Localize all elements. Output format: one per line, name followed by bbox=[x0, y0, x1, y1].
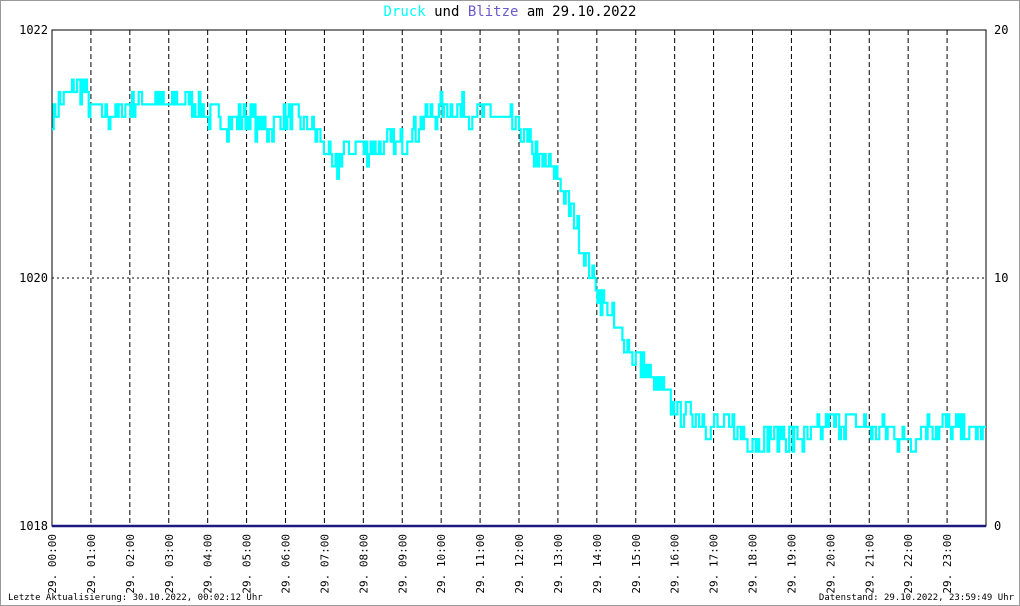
x-tick-label: 29. 15:00 bbox=[630, 534, 643, 594]
x-tick-label: 29. 13:00 bbox=[552, 534, 565, 594]
x-tick-label: 29. 02:00 bbox=[124, 534, 137, 594]
title-date: am 29.10.2022 bbox=[526, 4, 637, 20]
chart-title: Druck und Blitze am 29.10.2022 bbox=[0, 4, 1020, 20]
y-left-tick-label: 1020 bbox=[19, 271, 48, 285]
y-right-tick-label: 0 bbox=[994, 519, 1001, 533]
x-tick-label: 29. 21:00 bbox=[863, 534, 876, 594]
y-right-tick-label: 20 bbox=[994, 23, 1008, 37]
x-tick-label: 29. 19:00 bbox=[785, 534, 798, 594]
x-tick-label: 29. 01:00 bbox=[85, 534, 98, 594]
x-tick-label: 29. 06:00 bbox=[280, 534, 293, 594]
title-und: und bbox=[434, 4, 460, 20]
x-tick-label: 29. 12:00 bbox=[513, 534, 526, 594]
title-druck: Druck bbox=[383, 4, 426, 20]
x-tick-label: 29. 07:00 bbox=[318, 534, 331, 594]
x-tick-label: 29. 22:00 bbox=[902, 534, 915, 594]
y-left-tick-label: 1022 bbox=[19, 23, 48, 37]
title-blitze: Blitze bbox=[467, 4, 519, 20]
x-tick-label: 29. 03:00 bbox=[163, 534, 176, 594]
x-tick-label: 29. 09:00 bbox=[396, 534, 409, 594]
x-tick-label: 29. 16:00 bbox=[669, 534, 682, 594]
y-right-tick-label: 10 bbox=[994, 271, 1008, 285]
x-tick-label: 29. 05:00 bbox=[241, 534, 254, 594]
data-status-text: Datenstand: 29.10.2022, 23:59:49 Uhr bbox=[818, 593, 1014, 603]
x-tick-label: 29. 20:00 bbox=[824, 534, 837, 594]
x-tick-label: 29. 04:00 bbox=[202, 534, 215, 594]
x-tick-label: 29. 10:00 bbox=[435, 534, 448, 594]
pressure-series-line bbox=[52, 78, 986, 453]
x-tick-label: 29. 17:00 bbox=[708, 534, 721, 594]
x-tick-label: 29. 08:00 bbox=[357, 534, 370, 594]
x-tick-label: 29. 00:00 bbox=[46, 534, 59, 594]
x-tick-label: 29. 23:00 bbox=[941, 534, 954, 594]
x-tick-label: 29. 18:00 bbox=[747, 534, 760, 594]
last-update-text: Letzte Aktualisierung: 30.10.2022, 00:02… bbox=[8, 593, 263, 603]
x-tick-label: 29. 11:00 bbox=[474, 534, 487, 594]
x-tick-label: 29. 14:00 bbox=[591, 534, 604, 594]
y-left-tick-label: 1018 bbox=[19, 519, 48, 533]
